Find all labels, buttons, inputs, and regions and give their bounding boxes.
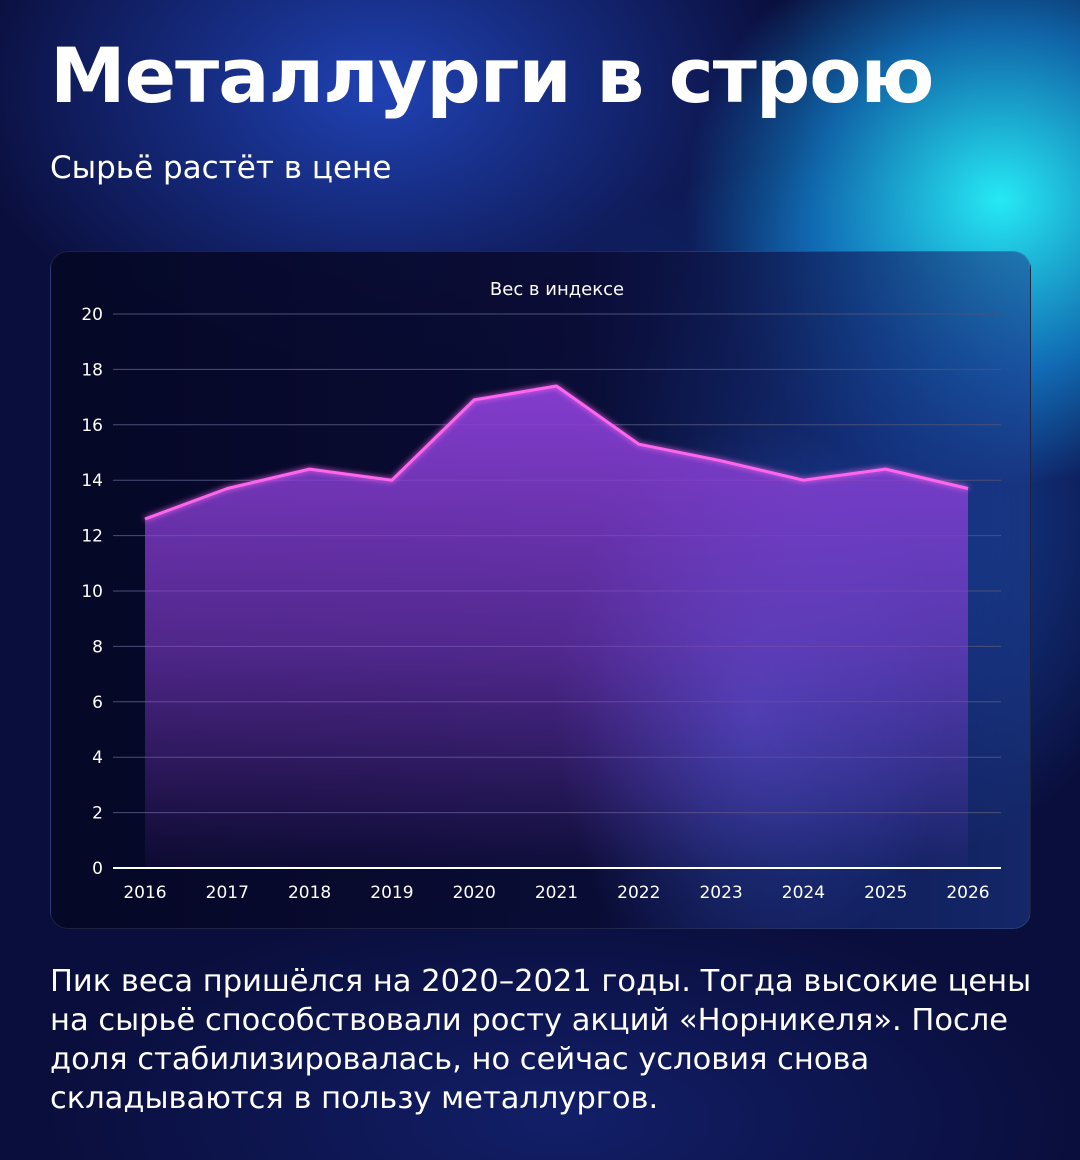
data-point bbox=[225, 487, 229, 491]
y-tick-label: 8 bbox=[92, 637, 103, 657]
page-subtitle: Сырьё растёт в цене bbox=[50, 150, 392, 186]
x-tick-label: 2020 bbox=[453, 883, 496, 903]
series-line bbox=[144, 384, 969, 521]
y-tick-label: 14 bbox=[81, 471, 103, 491]
data-point bbox=[966, 487, 970, 491]
y-tick-label: 10 bbox=[81, 582, 103, 602]
y-tick-label: 16 bbox=[81, 416, 103, 436]
page-title: Металлурги в строю bbox=[50, 31, 934, 120]
x-tick-label: 2018 bbox=[288, 883, 331, 903]
y-tick-label: 2 bbox=[92, 804, 103, 824]
data-point bbox=[472, 398, 476, 402]
y-tick-label: 6 bbox=[92, 693, 103, 713]
y-tick-label: 0 bbox=[92, 859, 103, 879]
data-point bbox=[390, 478, 394, 482]
data-point bbox=[719, 459, 723, 463]
y-tick-label: 18 bbox=[81, 360, 103, 380]
data-point bbox=[637, 442, 641, 446]
x-tick-label: 2023 bbox=[699, 883, 742, 903]
x-tick-label: 2016 bbox=[123, 883, 166, 903]
x-tick-label: 2025 bbox=[864, 883, 907, 903]
x-tick-label: 2019 bbox=[370, 883, 413, 903]
x-tick-label: 2022 bbox=[617, 883, 660, 903]
data-point bbox=[555, 384, 559, 388]
chart-title: Вес в индексе bbox=[490, 279, 624, 300]
x-tick-label: 2026 bbox=[946, 883, 989, 903]
data-point bbox=[308, 467, 312, 471]
series-area bbox=[145, 386, 968, 868]
chart: Вес в индексе 0 2 4 6 8 10 12 14 16 18 20 2016 2017 20… bbox=[81, 279, 1001, 903]
data-point bbox=[801, 478, 805, 482]
chart-card: Вес в индексе 0 2 4 6 8 10 12 14 16 18 20 2016 2017 20… bbox=[50, 251, 1031, 929]
body-text: Пик веса пришёлся на 2020–2021 годы. Тог… bbox=[50, 964, 1032, 1116]
x-tick-label: 2017 bbox=[206, 883, 249, 903]
y-tick-label: 20 bbox=[81, 305, 103, 325]
x-tick-label: 2024 bbox=[782, 883, 825, 903]
y-tick-label: 12 bbox=[81, 527, 103, 547]
data-point bbox=[884, 467, 888, 471]
y-tick-label: 4 bbox=[92, 748, 103, 768]
data-point bbox=[143, 517, 147, 521]
x-tick-label: 2021 bbox=[535, 883, 578, 903]
